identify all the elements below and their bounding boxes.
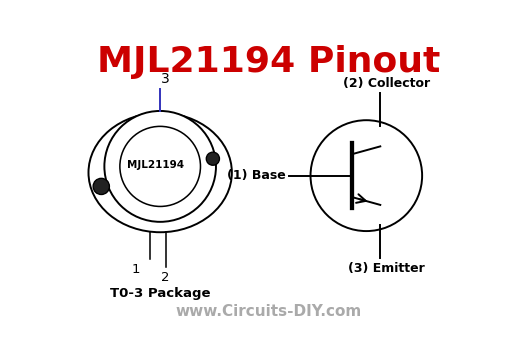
- Text: MJL21194: MJL21194: [127, 160, 184, 170]
- Text: MJL21194 Pinout: MJL21194 Pinout: [97, 45, 441, 80]
- Text: 3: 3: [161, 72, 170, 86]
- Text: 2: 2: [161, 271, 170, 284]
- Text: 1: 1: [131, 263, 140, 276]
- Text: T0-3 Package: T0-3 Package: [110, 287, 211, 300]
- Circle shape: [104, 111, 216, 222]
- Text: www.Circuits-DIY.com: www.Circuits-DIY.com: [176, 304, 362, 319]
- Circle shape: [310, 120, 422, 231]
- Text: (3) Emitter: (3) Emitter: [348, 261, 425, 275]
- Text: (1) Base: (1) Base: [227, 169, 286, 182]
- Ellipse shape: [89, 113, 232, 232]
- Circle shape: [120, 126, 201, 206]
- Circle shape: [206, 152, 219, 165]
- Text: (2) Collector: (2) Collector: [343, 77, 430, 90]
- Circle shape: [93, 178, 109, 194]
